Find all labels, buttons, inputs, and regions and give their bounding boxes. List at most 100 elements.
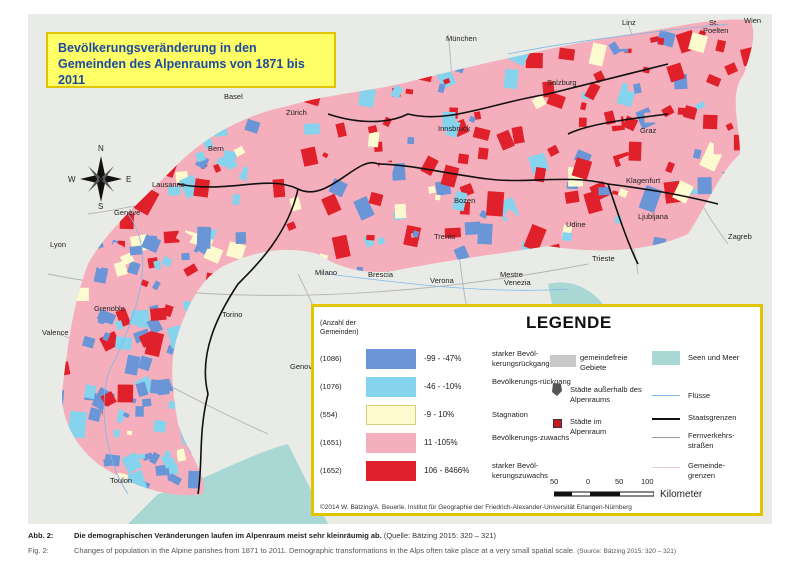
municipality-patch <box>141 398 152 407</box>
municipality-patch <box>62 484 68 496</box>
municipality-patch <box>349 48 366 63</box>
municipality-patch <box>174 108 187 119</box>
municipality-patch <box>201 389 220 411</box>
municipality-patch <box>215 456 225 466</box>
municipality-patch <box>683 250 693 259</box>
municipality-patch <box>157 198 176 219</box>
city-label: Trieste <box>592 254 615 263</box>
municipality-patch <box>126 430 133 436</box>
municipality-patch <box>702 114 718 130</box>
municipality-patch <box>466 47 476 59</box>
municipality-patch <box>765 284 772 301</box>
municipality-patch <box>233 377 252 398</box>
city-label: Zürich <box>286 108 307 117</box>
municipality-patch <box>697 177 712 195</box>
compass-e: E <box>126 175 132 184</box>
municipality-patch <box>114 320 124 331</box>
municipality-patch <box>93 266 109 284</box>
municipality-patch <box>228 19 237 26</box>
municipality-patch <box>328 287 337 297</box>
municipality-patch <box>600 287 615 301</box>
municipality-patch <box>699 214 706 221</box>
municipality-patch <box>628 141 642 161</box>
municipality-patch <box>45 379 61 392</box>
municipality-patch <box>300 146 319 167</box>
municipality-patch <box>437 83 446 94</box>
municipality-patch <box>110 86 125 100</box>
municipality-patch <box>193 103 204 112</box>
municipality-patch <box>572 262 584 272</box>
municipality-patch <box>41 124 53 137</box>
municipality-patch <box>749 201 754 224</box>
legend-count-header: (Anzahl der Gemeinden) <box>320 320 359 336</box>
municipality-patch <box>744 89 753 97</box>
municipality-patch <box>122 412 130 418</box>
municipality-patch <box>159 107 173 120</box>
municipality-patch <box>65 314 73 321</box>
municipality-patch <box>399 121 416 136</box>
municipality-patch <box>705 73 722 87</box>
municipality-patch <box>143 161 156 177</box>
legend-swatch <box>366 461 416 481</box>
municipality-patch <box>602 234 610 242</box>
municipality-patch <box>379 56 400 75</box>
municipality-patch <box>412 230 420 238</box>
city-label: Wien <box>744 16 762 25</box>
municipality-patch <box>29 198 41 209</box>
legend-range: -9 - 10% <box>424 410 455 419</box>
compass-n: N <box>98 144 104 153</box>
city-label: Grenoble <box>94 304 125 313</box>
municipality-patch <box>337 212 357 236</box>
municipality-patch <box>142 89 158 106</box>
municipality-patch <box>577 203 587 214</box>
municipality-patch <box>71 459 88 475</box>
municipality-patch <box>181 111 189 120</box>
municipality-patch <box>83 462 96 474</box>
municipality-patch <box>486 191 505 217</box>
municipality-patch <box>88 99 107 122</box>
municipality-patch <box>552 107 563 122</box>
municipality-patch <box>598 186 611 196</box>
municipality-patch <box>153 260 162 270</box>
caption-en-source: (Source: Bätzing 2015: 320 – 321) <box>577 548 677 555</box>
municipality-patch <box>81 125 94 134</box>
municipality-patch <box>146 316 164 335</box>
municipality-patch <box>140 279 149 288</box>
municipality-patch <box>763 17 772 32</box>
municipality-patch <box>503 68 519 90</box>
legend-desc: Bevölkerungs-zuwachs <box>492 433 570 442</box>
municipality-patch <box>578 117 587 127</box>
municipality-patch <box>99 502 113 514</box>
municipality-patch <box>182 374 198 387</box>
legend-swatch <box>366 349 416 369</box>
municipality-patch <box>474 19 495 30</box>
municipality-patch <box>731 212 744 223</box>
municipality-patch <box>88 407 102 422</box>
city-label: Brescia <box>368 270 394 279</box>
municipality-patch <box>694 101 706 111</box>
municipality-patch <box>156 19 171 28</box>
caption-german: Abb. 2: Die demographischen Veränderungen… <box>28 531 496 540</box>
legend-count: (1076) <box>320 382 342 391</box>
municipality-patch <box>719 208 726 215</box>
municipality-patch <box>499 116 513 128</box>
municipality-patch <box>62 389 65 408</box>
municipality-patch <box>176 156 188 169</box>
gemeindefrei-swatch <box>550 355 576 367</box>
city-label: Bern <box>208 144 224 153</box>
city-label: Venezia <box>504 278 531 287</box>
municipality-patch <box>715 39 727 53</box>
city-label: Toulon <box>110 476 133 485</box>
municipality-patch <box>62 432 65 454</box>
municipality-patch <box>547 144 560 157</box>
caption-de-label: Abb. 2: <box>28 531 54 540</box>
municipality-patch <box>558 47 576 61</box>
rivers-swatch <box>652 395 680 396</box>
legend-desc: Bevölkerungs-rückgang <box>492 377 571 386</box>
municipality-patch <box>167 473 182 486</box>
legend-count: (1086) <box>320 354 342 363</box>
city-label: Udine <box>566 220 586 229</box>
legend-staedte-im: Städte im Alpenraum <box>570 417 607 436</box>
legend-count: (554) <box>320 410 338 419</box>
municipality-patch <box>160 245 169 256</box>
